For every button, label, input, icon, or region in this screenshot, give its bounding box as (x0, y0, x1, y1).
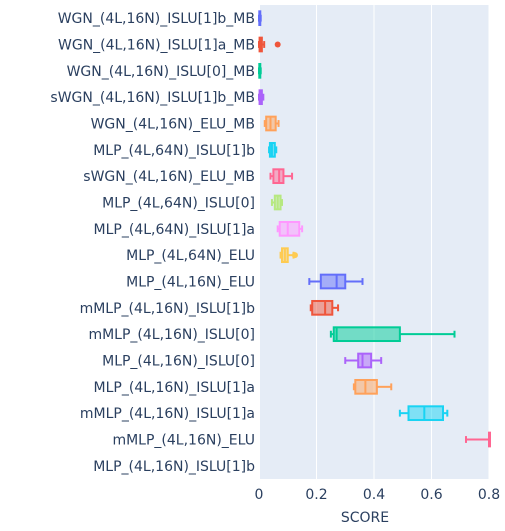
iqr-box (319, 273, 347, 290)
iqr-box (332, 326, 401, 343)
box-13 (344, 352, 383, 369)
category-label: sWGN_(4L,16N)_ISLU[1]b_MB (50, 90, 255, 106)
boxes (258, 10, 491, 448)
category-label: MLP_(4L,16N)_ISLU[0] (102, 354, 255, 370)
x-tick-label: 0.2 (305, 487, 327, 503)
category-label: WGN_(4L,16N)_ELU_MB (91, 117, 255, 133)
iqr-box (278, 220, 301, 237)
category-label: MLP_(4L,16N)_ISLU[1]b (93, 459, 255, 475)
box-16 (465, 431, 491, 448)
box-10 (308, 273, 364, 290)
box-12 (329, 326, 456, 343)
box-6 (269, 168, 294, 185)
category-label: mMLP_(4L,16N)_ELU (112, 433, 255, 449)
box-4 (263, 115, 280, 132)
box-2 (258, 62, 262, 79)
iqr-box (311, 299, 334, 316)
outlier-point (291, 252, 298, 259)
x-tick-labels: 0 0.2 0.4 0.6 0.8 (255, 487, 501, 503)
iqr-box (357, 352, 373, 369)
category-label: mMLP_(4L,16N)_ISLU[1]b (80, 301, 256, 317)
iqr-box (407, 405, 444, 422)
box-5 (268, 141, 278, 158)
box-11 (309, 299, 340, 316)
box-15 (398, 405, 449, 422)
box-1 (258, 36, 281, 53)
grid-lines (258, 5, 490, 479)
x-tick-label: 0.8 (478, 487, 500, 503)
outlier-point (274, 41, 281, 48)
category-label: sWGN_(4L,16N)_ELU_MB (83, 169, 255, 185)
x-tick-label: 0.4 (363, 487, 385, 503)
box-3 (258, 89, 265, 106)
category-labels: WGN_(4L,16N)_ISLU[1]b_MB WGN_(4L,16N)_ISL… (50, 11, 255, 475)
category-label: WGN_(4L,16N)_ISLU[1]a_MB (58, 38, 255, 54)
category-label: MLP_(4L,16N)_ELU (126, 275, 255, 291)
x-tick-label: 0 (255, 487, 264, 503)
category-label: mMLP_(4L,16N)_ISLU[0] (88, 327, 255, 343)
category-label: MLP_(4L,64N)_ISLU[1]a (94, 222, 255, 238)
category-label: MLP_(4L,64N)_ELU (126, 248, 255, 264)
box-9 (279, 247, 298, 264)
category-label: mMLP_(4L,16N)_ISLU[1]a (80, 406, 255, 422)
category-label: MLP_(4L,64N)_ISLU[1]b (93, 143, 255, 159)
box-8 (276, 220, 304, 237)
x-tick-label: 0.6 (420, 487, 442, 503)
category-label: WGN_(4L,16N)_ISLU[0]_MB (67, 64, 255, 80)
box-14 (352, 378, 393, 395)
x-axis-title: SCORE (341, 510, 389, 526)
category-label: WGN_(4L,16N)_ISLU[1]b_MB (58, 11, 255, 27)
category-label: MLP_(4L,16N)_ISLU[1]a (94, 380, 255, 396)
category-label: MLP_(4L,64N)_ISLU[0] (102, 196, 255, 212)
box-7 (270, 194, 283, 211)
box-0 (258, 10, 262, 27)
